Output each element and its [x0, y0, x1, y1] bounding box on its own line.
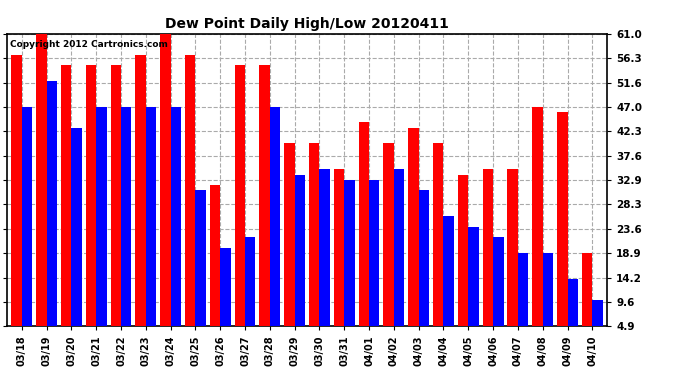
Bar	[493, 237, 504, 326]
Bar	[170, 107, 181, 326]
Bar	[22, 107, 32, 326]
Bar	[543, 253, 553, 326]
Bar	[567, 279, 578, 326]
Bar	[433, 143, 444, 326]
Bar	[334, 169, 344, 326]
Bar	[469, 226, 479, 326]
Bar	[582, 253, 592, 326]
Bar	[507, 169, 518, 326]
Bar	[185, 55, 195, 326]
Bar	[419, 190, 429, 326]
Bar	[444, 216, 454, 326]
Bar	[235, 65, 245, 326]
Bar	[344, 180, 355, 326]
Bar	[245, 237, 255, 326]
Title: Dew Point Daily High/Low 20120411: Dew Point Daily High/Low 20120411	[165, 17, 449, 31]
Bar	[36, 34, 47, 326]
Bar	[86, 65, 96, 326]
Text: Copyright 2012 Cartronics.com: Copyright 2012 Cartronics.com	[10, 40, 168, 49]
Bar	[532, 107, 543, 326]
Bar	[110, 65, 121, 326]
Bar	[195, 190, 206, 326]
Bar	[518, 253, 529, 326]
Bar	[146, 107, 156, 326]
Bar	[47, 81, 57, 326]
Bar	[384, 143, 394, 326]
Bar	[11, 55, 22, 326]
Bar	[394, 169, 404, 326]
Bar	[295, 174, 305, 326]
Bar	[458, 174, 469, 326]
Bar	[483, 169, 493, 326]
Bar	[259, 65, 270, 326]
Bar	[71, 128, 82, 326]
Bar	[592, 300, 603, 326]
Bar	[96, 107, 107, 326]
Bar	[160, 34, 170, 326]
Bar	[135, 55, 146, 326]
Bar	[557, 112, 567, 326]
Bar	[210, 185, 220, 326]
Bar	[359, 122, 369, 326]
Bar	[284, 143, 295, 326]
Bar	[309, 143, 319, 326]
Bar	[319, 169, 330, 326]
Bar	[61, 65, 71, 326]
Bar	[220, 248, 230, 326]
Bar	[270, 107, 280, 326]
Bar	[408, 128, 419, 326]
Bar	[121, 107, 131, 326]
Bar	[369, 180, 380, 326]
